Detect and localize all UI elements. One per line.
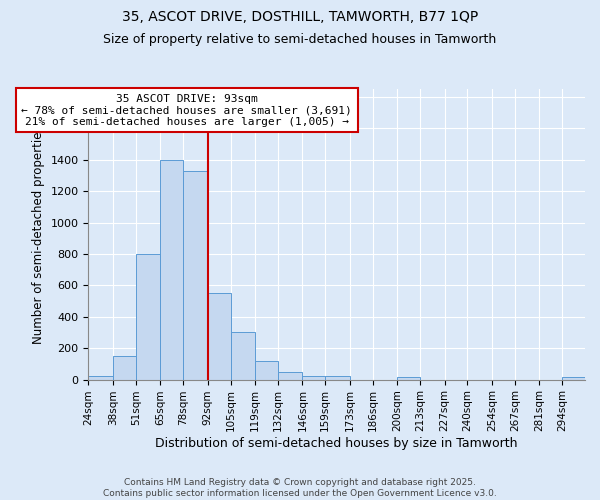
Text: Size of property relative to semi-detached houses in Tamworth: Size of property relative to semi-detach… — [103, 32, 497, 46]
Bar — [325, 376, 350, 380]
Bar — [562, 377, 585, 380]
Bar — [183, 170, 208, 380]
Bar — [255, 360, 278, 380]
Text: 35, ASCOT DRIVE, DOSTHILL, TAMWORTH, B77 1QP: 35, ASCOT DRIVE, DOSTHILL, TAMWORTH, B77… — [122, 10, 478, 24]
Text: 35 ASCOT DRIVE: 93sqm
← 78% of semi-detached houses are smaller (3,691)
21% of s: 35 ASCOT DRIVE: 93sqm ← 78% of semi-deta… — [21, 94, 352, 127]
Bar — [397, 377, 420, 380]
Bar — [160, 160, 183, 380]
Bar — [136, 254, 160, 380]
Bar — [230, 332, 255, 380]
Y-axis label: Number of semi-detached properties: Number of semi-detached properties — [32, 125, 45, 344]
Bar — [278, 372, 302, 380]
Bar — [88, 376, 113, 380]
Bar — [113, 356, 136, 380]
Bar — [208, 293, 230, 380]
Text: Contains HM Land Registry data © Crown copyright and database right 2025.
Contai: Contains HM Land Registry data © Crown c… — [103, 478, 497, 498]
Bar — [302, 376, 325, 380]
X-axis label: Distribution of semi-detached houses by size in Tamworth: Distribution of semi-detached houses by … — [155, 437, 518, 450]
